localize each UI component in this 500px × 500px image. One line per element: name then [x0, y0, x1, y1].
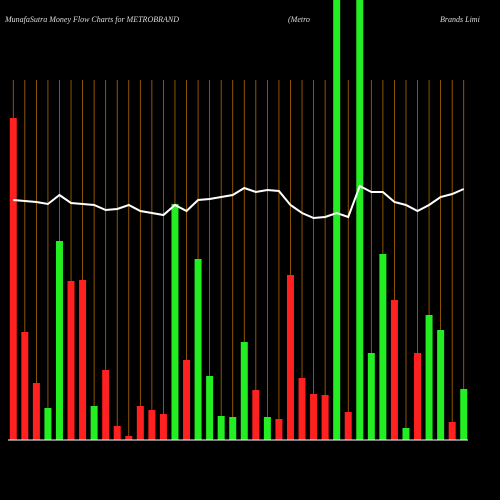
bar [402, 428, 410, 440]
bar [286, 275, 294, 440]
bar [102, 370, 110, 440]
bar [379, 254, 387, 440]
bar [44, 408, 52, 440]
bar [310, 394, 318, 440]
chart-title: MunafaSutra Money Flow Charts for METROB… [4, 15, 179, 24]
bar [79, 280, 87, 440]
bar [113, 426, 121, 440]
bar [460, 389, 468, 440]
bar [275, 419, 283, 440]
bar [9, 118, 17, 440]
bar [437, 330, 445, 440]
bar [448, 422, 456, 440]
bar [67, 281, 75, 440]
bar [321, 395, 329, 440]
bar [240, 342, 248, 440]
bar [21, 332, 29, 440]
bar [298, 378, 306, 440]
bar [367, 353, 375, 440]
chart-title: Brands Limi [440, 15, 480, 24]
bar [194, 259, 202, 440]
chart-title: (Metro [288, 15, 310, 24]
bar [32, 383, 40, 440]
bar [171, 204, 179, 440]
bar [252, 390, 260, 440]
bar [356, 0, 364, 440]
bar [90, 406, 98, 440]
bar [217, 416, 225, 440]
bar [206, 376, 214, 440]
bar [414, 353, 422, 440]
bar [159, 414, 167, 440]
bar [425, 315, 433, 440]
bar [125, 436, 133, 440]
bar [136, 406, 144, 440]
bar [344, 412, 352, 440]
bar [229, 417, 237, 440]
flow-line [13, 184, 465, 220]
bar [183, 360, 191, 440]
bar [148, 410, 156, 440]
bar [333, 0, 341, 440]
bar [55, 241, 63, 440]
bar [390, 300, 398, 440]
bar [263, 417, 271, 440]
